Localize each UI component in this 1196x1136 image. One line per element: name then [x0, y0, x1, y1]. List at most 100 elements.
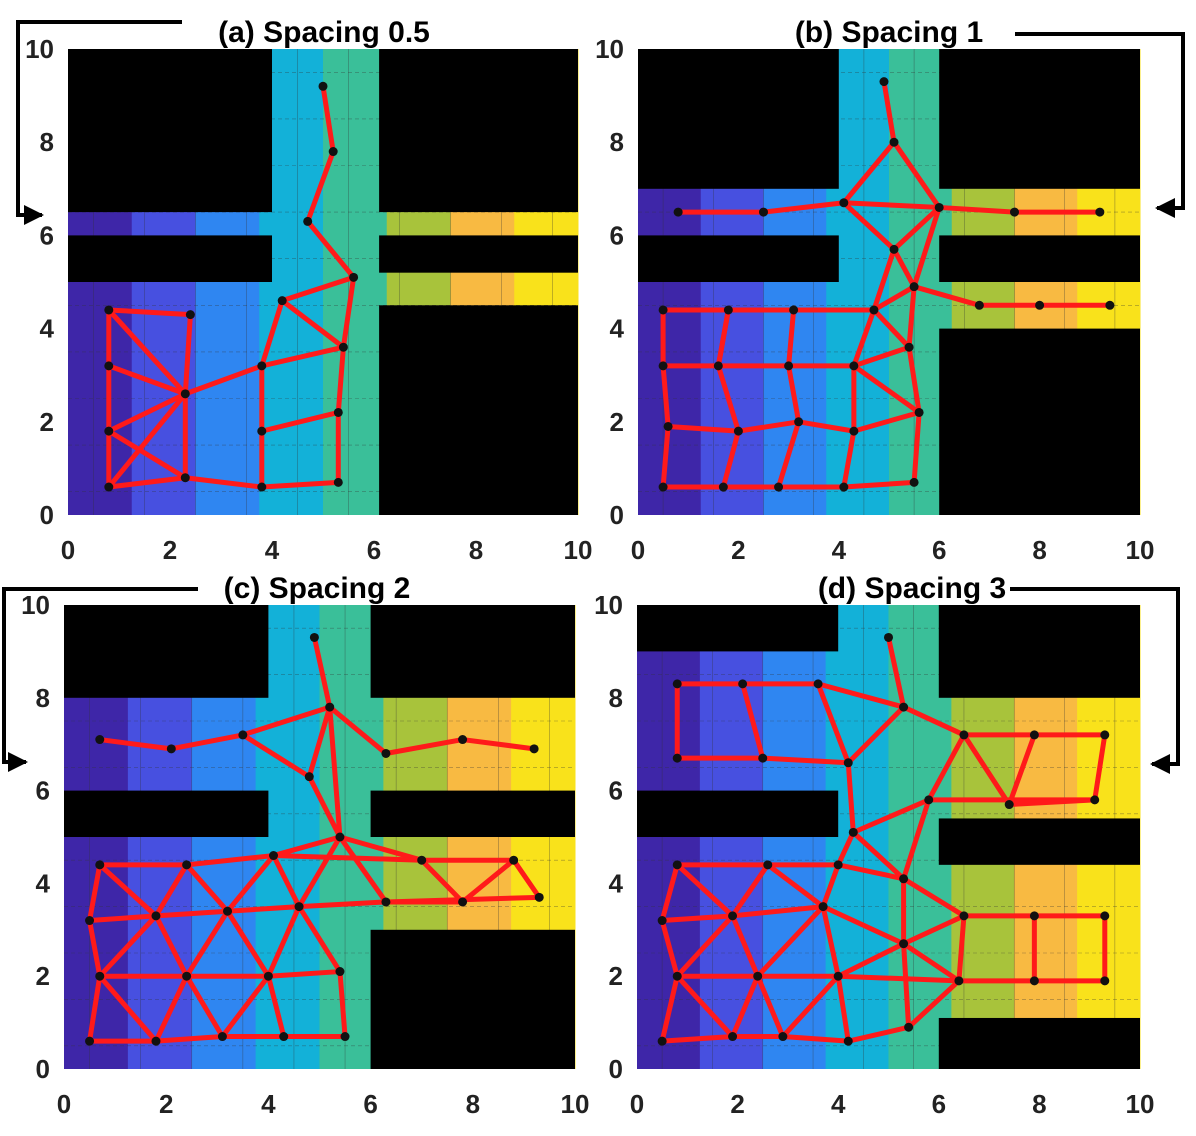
- graph-node-c-4: [238, 730, 248, 740]
- graph-edge-c-9: [306, 774, 343, 840]
- graph-node-c-23: [182, 971, 192, 981]
- graph-node-b-28: [718, 482, 728, 492]
- graph-edge-b-33: [715, 363, 741, 434]
- graph-edge-d-62: [659, 1034, 736, 1044]
- graph-edge-d-56: [674, 973, 736, 1040]
- panel-a-obstacles: [68, 49, 578, 515]
- obstacle-a-1: [379, 49, 578, 213]
- y-tick-c-1: 2: [36, 961, 50, 991]
- graph-edge-b-32: [660, 363, 671, 429]
- graph-edge-a-20: [335, 344, 346, 415]
- obstacle-c-3: [370, 790, 575, 837]
- panel-c-nodes: [85, 632, 544, 1046]
- y-tick-d-1: 2: [609, 961, 623, 991]
- graph-edge-c-46: [153, 973, 190, 1044]
- graph-node-b-29: [774, 482, 784, 492]
- graph-node-b-20: [713, 361, 723, 371]
- graph-node-a-10: [257, 361, 267, 371]
- graph-edge-a-3: [279, 274, 357, 304]
- graph-edge-a-7: [259, 344, 346, 369]
- x-tick-c-3: 6: [363, 1089, 377, 1119]
- graph-edge-c-10: [327, 704, 343, 840]
- arrow-a-left: [16, 20, 182, 225]
- graph-node-d-9: [1029, 730, 1039, 740]
- graph-edge-c-28: [271, 853, 302, 910]
- graph-edge-b-20: [851, 344, 912, 369]
- x-tick-a-1: 2: [163, 535, 177, 565]
- x-tick-d-3: 6: [932, 1089, 946, 1119]
- panel-b-obstacles: [638, 49, 1140, 515]
- graph-edge-d-14: [926, 732, 967, 803]
- graph-node-d-16: [763, 860, 773, 870]
- y-tick-b-2: 4: [610, 314, 625, 344]
- graph-node-d-33: [728, 1032, 738, 1042]
- graph-edge-a-10: [182, 312, 193, 397]
- graph-edge-a-8: [106, 307, 193, 318]
- graph-edge-d-29: [730, 862, 771, 919]
- graph-edge-c-38: [225, 908, 271, 979]
- y-tick-b-5: 10: [595, 34, 624, 64]
- graph-edge-c-16: [271, 853, 425, 863]
- graph-edge-b-18: [871, 307, 912, 350]
- graph-edge-b-12: [871, 284, 917, 313]
- graph-edge-d-57: [730, 973, 761, 1040]
- graph-edge-d-60: [835, 973, 851, 1044]
- x-tick-b-0: 0: [631, 535, 645, 565]
- graph-edge-d-8: [760, 755, 851, 766]
- graph-edge-b-1: [841, 139, 897, 206]
- graph-edge-d-16: [1006, 732, 1037, 808]
- obstacle-d-4: [938, 1017, 1140, 1069]
- graph-node-d-27: [753, 971, 763, 981]
- graph-edge-c-35: [97, 913, 159, 979]
- graph-node-b-3: [934, 202, 944, 212]
- graph-node-d-21: [818, 902, 828, 912]
- graph-node-a-0: [318, 81, 328, 91]
- graph-edge-d-47: [730, 913, 761, 979]
- graph-edge-d-49: [820, 904, 841, 979]
- graph-node-c-8: [529, 744, 539, 754]
- graph-node-b-18: [849, 361, 859, 371]
- graph-edge-d-13: [1092, 732, 1108, 803]
- obstacle-c-4: [370, 929, 575, 1069]
- y-tick-c-4: 8: [36, 683, 50, 713]
- graph-edge-b-37: [796, 419, 857, 434]
- graph-edge-a-12: [182, 363, 265, 397]
- graph-edge-d-15: [961, 732, 1012, 808]
- graph-node-c-27: [151, 1036, 161, 1046]
- graph-edge-d-51: [901, 941, 962, 984]
- arrow-b-right: [1015, 32, 1185, 218]
- graph-edge-d-33: [901, 876, 967, 919]
- panel-a-title: (a) Spacing 0.5: [218, 16, 430, 49]
- graph-edge-c-33: [296, 899, 389, 910]
- graph-edge-c-23: [87, 862, 103, 924]
- graph-node-a-5: [338, 342, 348, 352]
- obstacle-c-0: [64, 605, 269, 698]
- obstacle-a-2: [68, 235, 272, 282]
- y-tick-a-1: 2: [40, 407, 54, 437]
- graph-edge-d-6: [815, 681, 851, 766]
- graph-node-b-13: [1105, 300, 1115, 310]
- graph-edge-a-27: [106, 391, 188, 490]
- graph-node-d-23: [1029, 911, 1039, 921]
- graph-edge-c-34: [87, 918, 103, 979]
- graph-node-b-24: [733, 426, 743, 436]
- x-tick-b-4: 8: [1032, 535, 1046, 565]
- panel-connector-arrows: [2, 20, 1185, 774]
- graph-edge-c-39: [265, 904, 302, 979]
- graph-edge-a-13: [106, 307, 188, 397]
- graph-edge-d-31: [820, 862, 841, 910]
- graph-edge-c-40: [296, 904, 343, 975]
- panel-c-obstacles: [64, 605, 575, 1069]
- panel-c: 0 2 4 6 8 10 0 2 4 6 8 10 (c) Spacing 2: [21, 572, 589, 1119]
- obstacle-c-2: [64, 790, 269, 837]
- graph-edge-d-19: [845, 760, 856, 835]
- graph-node-c-13: [417, 855, 427, 865]
- graph-node-c-7: [458, 735, 468, 745]
- x-tick-b-5: 10: [1126, 535, 1155, 565]
- graph-edge-d-34: [659, 913, 736, 924]
- graph-node-d-10: [1100, 730, 1110, 740]
- x-tick-d-4: 8: [1032, 1089, 1046, 1119]
- graph-node-a-16: [257, 482, 267, 492]
- graph-edge-c-50: [337, 969, 348, 1040]
- panel-b-title: (b) Spacing 1: [795, 16, 983, 49]
